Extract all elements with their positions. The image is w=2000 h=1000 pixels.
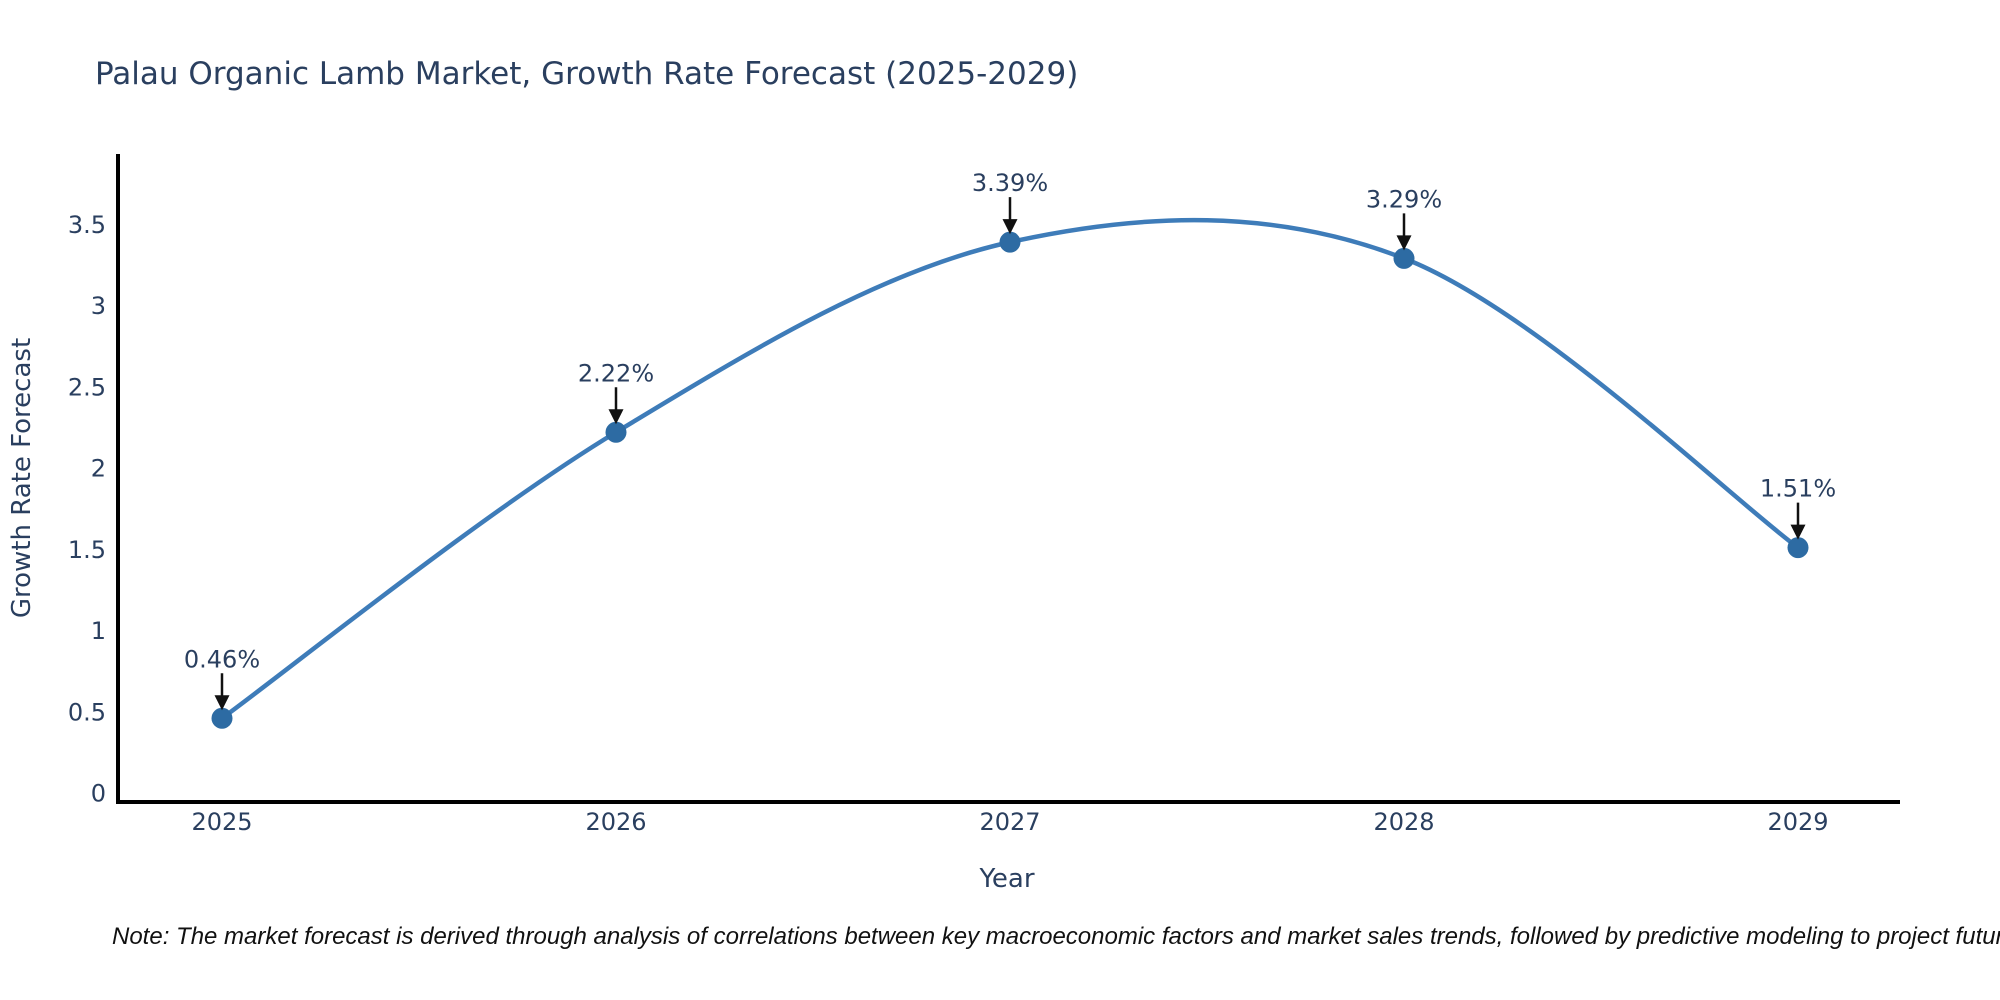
y-tick-label: 1 — [91, 617, 106, 645]
x-tick-label: 2027 — [979, 808, 1040, 836]
x-tick-label: 2029 — [1767, 808, 1828, 836]
point-annotation: 0.46% — [184, 645, 260, 711]
y-axis-tick-labels: 0 0.5 1 1.5 2 2.5 3 3.5 — [68, 211, 106, 808]
annotation-arrowhead-icon — [1790, 524, 1806, 540]
annotation-label: 0.46% — [184, 645, 260, 673]
y-tick-label: 3.5 — [68, 211, 106, 239]
series-line — [219, 217, 1801, 721]
data-point-marker[interactable] — [211, 707, 233, 729]
data-point-marker[interactable] — [605, 421, 627, 443]
x-tick-label: 2026 — [585, 808, 646, 836]
annotation-label: 3.39% — [972, 169, 1048, 197]
annotation-label: 3.29% — [1366, 185, 1442, 213]
chart-title: Palau Organic Lamb Market, Growth Rate F… — [95, 56, 1078, 92]
x-axis-tick-labels: 2025 2026 2027 2028 2029 — [191, 808, 1828, 836]
point-annotation: 3.29% — [1366, 185, 1442, 251]
x-axis-title: Year — [978, 864, 1034, 894]
point-annotations: 0.46% 2.22% 3.39% 3.29% 1.51% — [184, 169, 1836, 711]
point-annotation: 1.51% — [1760, 475, 1836, 540]
annotation-label: 1.51% — [1760, 475, 1836, 503]
annotation-arrowhead-icon — [214, 695, 230, 711]
data-point-marker[interactable] — [999, 231, 1021, 253]
point-annotation: 3.39% — [972, 169, 1048, 235]
data-point-marker[interactable] — [1787, 537, 1809, 559]
y-tick-label: 2.5 — [68, 373, 106, 401]
y-tick-label: 3 — [91, 292, 106, 320]
series-points — [211, 231, 1809, 729]
annotation-arrowhead-icon — [1002, 219, 1018, 235]
y-axis-title: Growth Rate Forecast — [7, 338, 37, 618]
data-point-marker[interactable] — [1393, 247, 1415, 269]
y-tick-label: 0.5 — [68, 698, 106, 726]
footnote: Note: The market forecast is derived thr… — [112, 923, 2000, 950]
y-tick-label: 1.5 — [68, 536, 106, 564]
annotation-arrowhead-icon — [608, 409, 624, 425]
axis-lines — [116, 154, 1900, 804]
annotation-arrowhead-icon — [1396, 235, 1412, 251]
point-annotation: 2.22% — [578, 359, 654, 425]
annotation-label: 2.22% — [578, 359, 654, 387]
y-tick-label: 0 — [91, 780, 106, 808]
y-tick-label: 2 — [91, 455, 106, 483]
x-tick-label: 2028 — [1373, 808, 1434, 836]
x-tick-label: 2025 — [191, 808, 252, 836]
